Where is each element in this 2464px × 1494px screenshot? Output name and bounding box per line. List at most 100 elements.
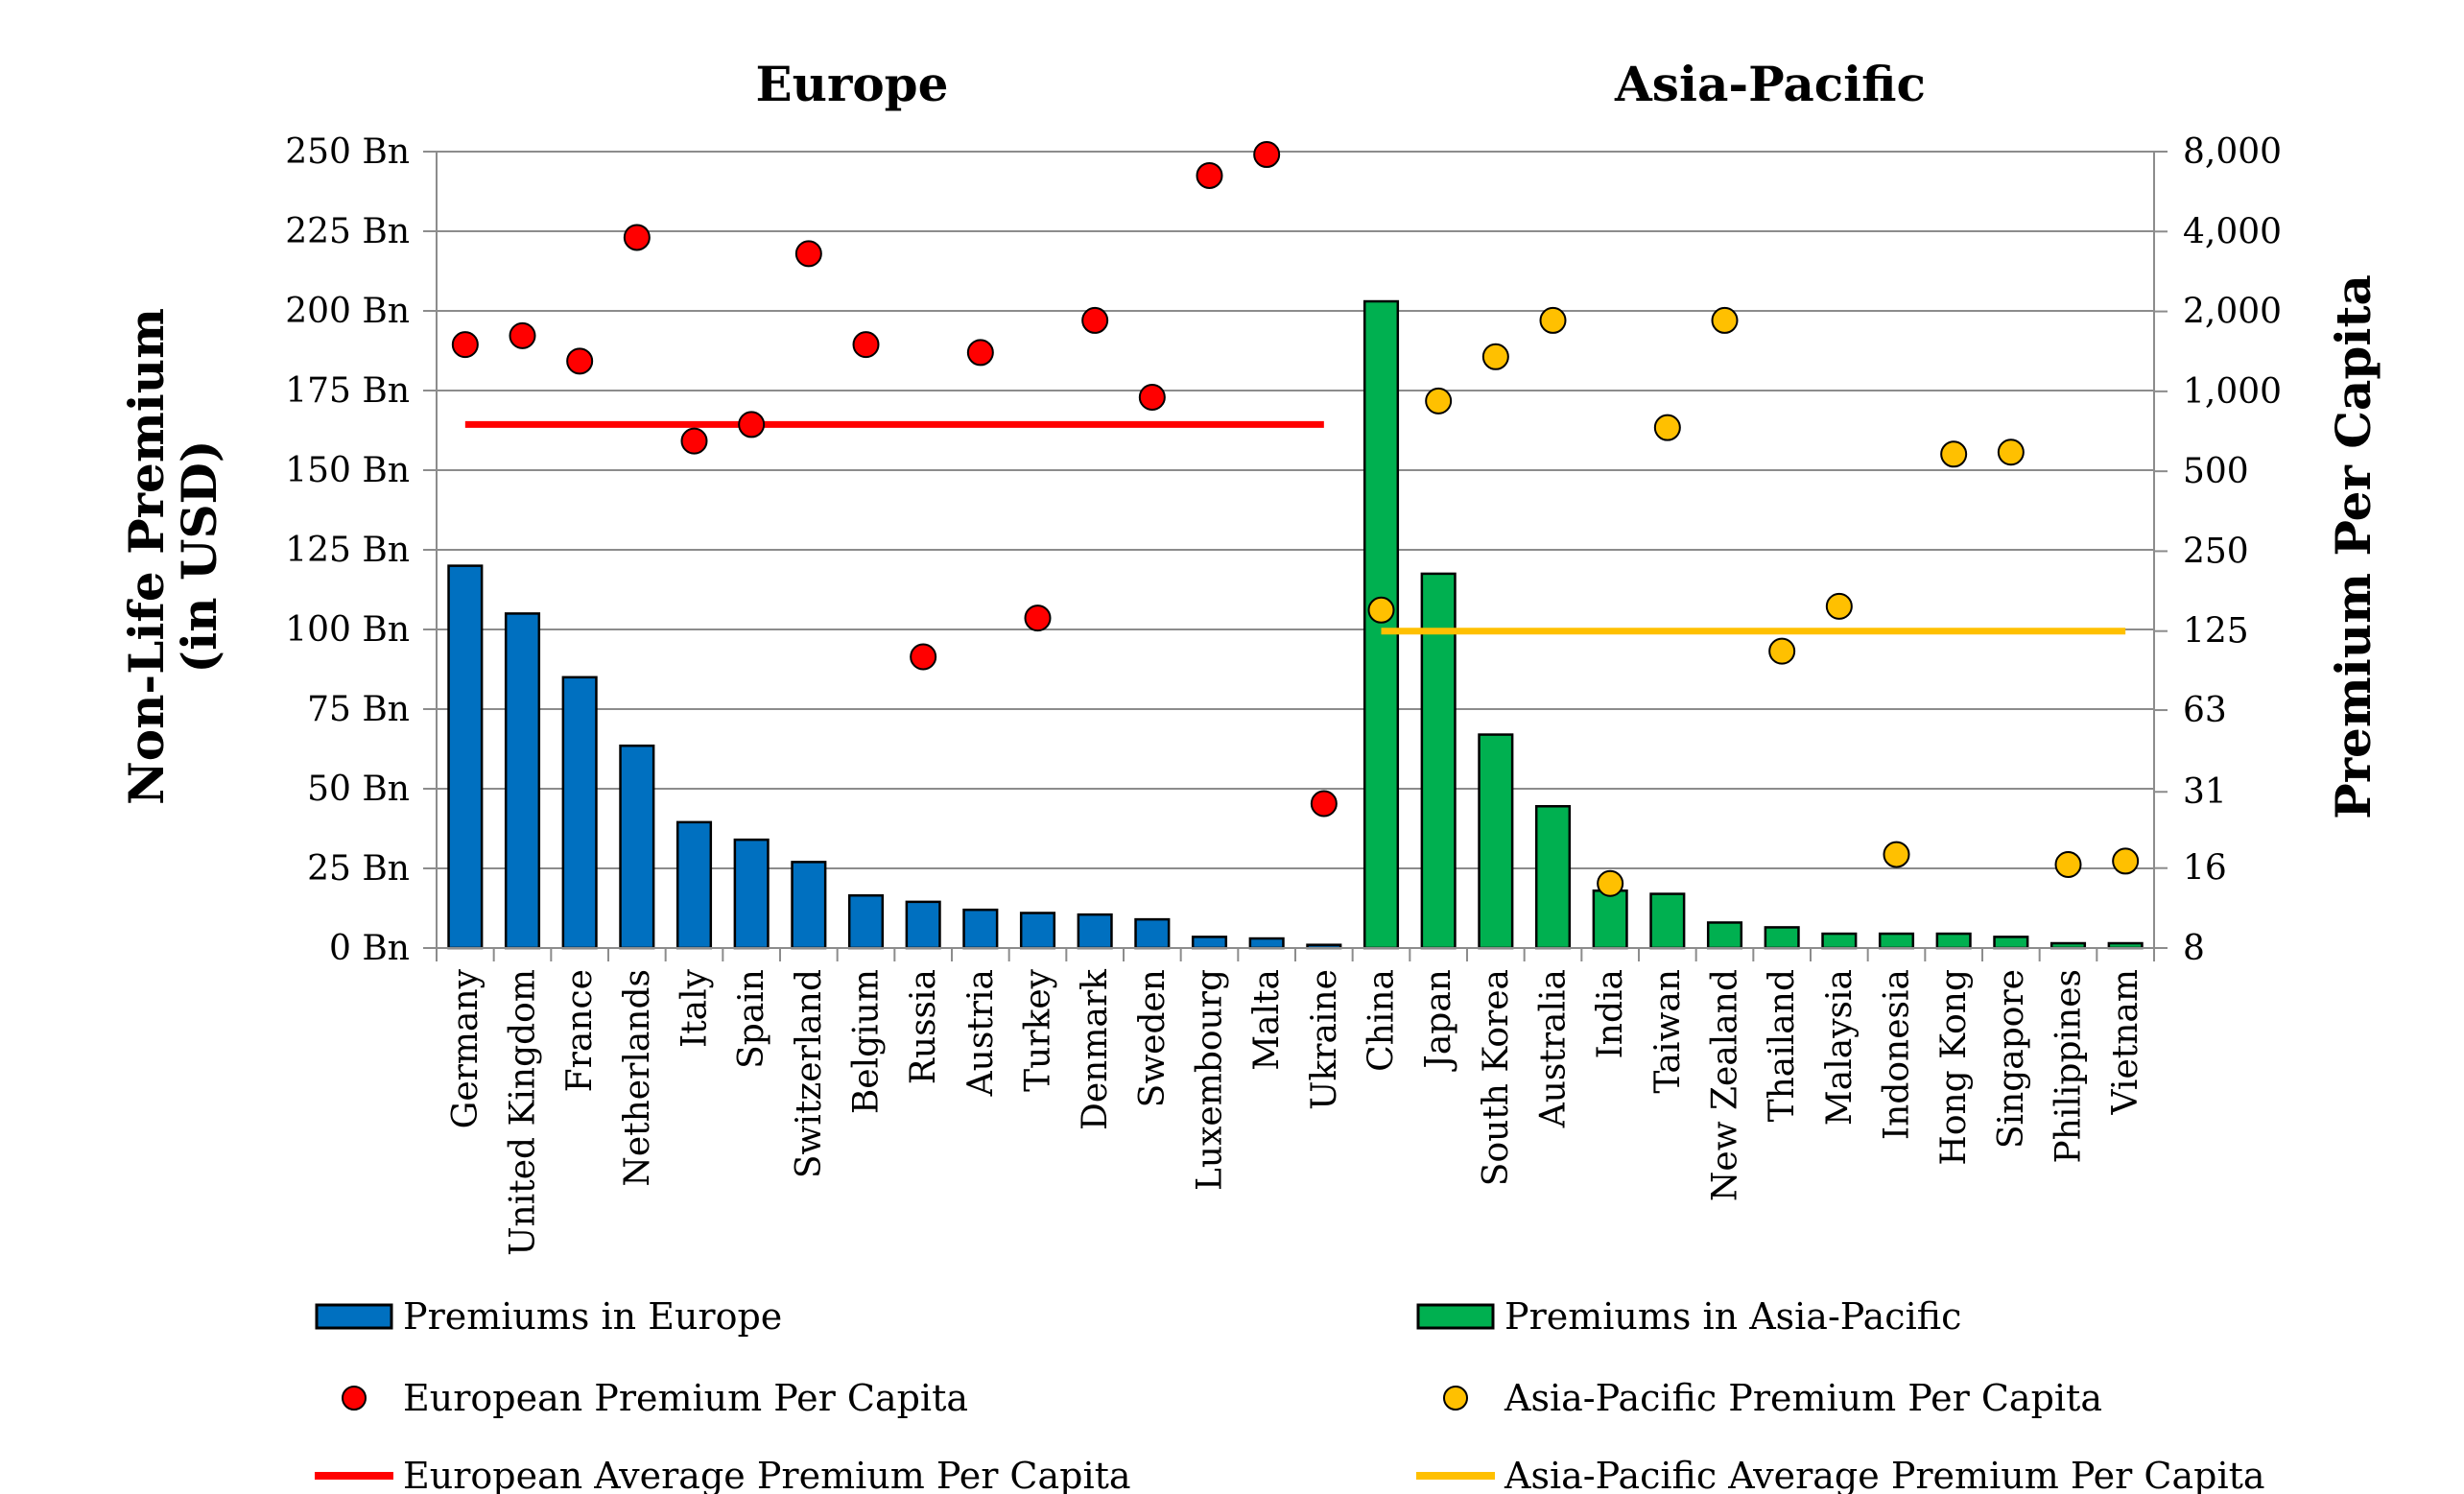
category-label: France — [560, 969, 600, 1092]
dot-philippines — [2054, 851, 2082, 879]
left-tick-label: 25 Bn — [307, 849, 410, 889]
legend-label-europe-dots: European Premium Per Capita — [403, 1377, 968, 1419]
category-label: Germany — [446, 968, 486, 1128]
category-label: Philippines — [2049, 969, 2089, 1164]
legend-swatch-asia-dots — [1443, 1386, 1468, 1411]
category-label: Australia — [1534, 969, 1574, 1128]
bar-australia — [1534, 805, 1572, 950]
bar-russia — [905, 900, 941, 950]
category-label: Denmark — [1076, 968, 1115, 1130]
category-label: Malta — [1247, 969, 1287, 1071]
category-label: Luxembourg — [1191, 969, 1230, 1191]
dot-germany — [451, 331, 479, 359]
category-label: Japan — [1419, 969, 1458, 1073]
dot-denmark — [1081, 306, 1109, 334]
right-tick-label: 4,000 — [2183, 212, 2282, 251]
dot-malaysia — [1825, 592, 1853, 620]
bar-singapore — [1993, 936, 2029, 950]
legend-swatch-asia-bars — [1416, 1303, 1495, 1330]
dot-singapore — [1997, 439, 2025, 466]
dot-france — [566, 347, 594, 375]
right-axis-ticks: 8 16 31 63 125 250 500 1,000 2,000 4,000 8,000 — [2154, 132, 2282, 968]
right-tick-label: 16 — [2183, 849, 2227, 889]
category-label: United Kingdom — [504, 969, 543, 1256]
left-tick-label: 150 Bn — [285, 451, 410, 490]
category-label: Austria — [961, 969, 1001, 1097]
right-tick-label: 1,000 — [2183, 372, 2282, 412]
bar-new-zealand — [1706, 921, 1743, 950]
dot-japan — [1425, 387, 1453, 415]
average-lines — [464, 420, 2126, 635]
left-tick-label: 125 Bn — [285, 531, 410, 570]
bar-malta — [1248, 937, 1285, 950]
right-axis-title: Premium Per Capita — [2325, 274, 2381, 819]
bar-hong-kong — [1935, 932, 1972, 950]
right-tick-label: 500 — [2183, 452, 2249, 491]
left-tick-label: 250 Bn — [285, 132, 410, 172]
category-label: India — [1591, 969, 1630, 1058]
dot-ukraine — [1310, 790, 1338, 818]
bar-china — [1362, 299, 1400, 950]
dot-new-zealand — [1711, 306, 1739, 334]
right-tick-label: 8 — [2183, 929, 2205, 968]
legend-swatch-europe-bars — [315, 1303, 393, 1330]
legend: Premiums in Europe Premiums in Asia-Paci… — [315, 1295, 2265, 1494]
right-tick-label: 250 — [2183, 532, 2249, 571]
bar-united-kingdom — [504, 612, 541, 950]
dot-spain — [738, 411, 766, 439]
dot-china — [1367, 596, 1395, 624]
legend-label-asia-bars: Premiums in Asia-Pacific — [1504, 1295, 1961, 1338]
dot-switzerland — [794, 240, 822, 268]
legend-label-asia-dots: Asia-Pacific Premium Per Capita — [1504, 1377, 2102, 1419]
bar-switzerland — [791, 861, 827, 950]
legend-label-asia-avg: Asia-Pacific Average Premium Per Capita — [1504, 1455, 2265, 1494]
category-label: Hong Kong — [1934, 969, 1974, 1166]
bar-netherlands — [619, 744, 655, 950]
bar-japan — [1420, 572, 1457, 950]
left-axis-ticks: 0 Bn 25 Bn 50 Bn 75 Bn 100 Bn 125 Bn 150 Bn 175… — [285, 132, 437, 968]
category-label: Russia — [904, 969, 943, 1084]
left-tick-label: 75 Bn — [307, 690, 410, 729]
bar-italy — [675, 820, 713, 950]
category-label: Belgium — [847, 969, 887, 1114]
dot-hong-kong — [1940, 440, 1968, 468]
category-label: Taiwan — [1648, 969, 1688, 1094]
dot-sweden — [1138, 384, 1166, 412]
bar-malaysia — [1821, 932, 1858, 950]
per-capita-dots — [451, 141, 2140, 897]
bar-germany — [447, 564, 484, 950]
left-axis-title-line1: Non-Life Premium — [118, 308, 175, 805]
dot-netherlands — [623, 224, 651, 251]
category-label: Italy — [675, 968, 715, 1048]
category-label: Switzerland — [790, 969, 829, 1178]
group-title-asia-pacific: Asia-Pacific — [1614, 56, 1926, 112]
category-label: Ukraine — [1305, 969, 1344, 1110]
bar-luxembourg — [1191, 936, 1228, 950]
gridlines — [437, 151, 2154, 869]
left-tick-label: 0 Bn — [329, 929, 410, 968]
bar-sweden — [1134, 917, 1171, 950]
category-label: Vietnam — [2106, 969, 2145, 1115]
category-label: South Korea — [1477, 969, 1516, 1186]
category-label: Indonesia — [1878, 969, 1917, 1140]
legend-swatch-europe-dots — [342, 1386, 367, 1411]
group-title-europe: Europe — [756, 56, 949, 112]
dot-vietnam — [2112, 847, 2140, 875]
category-label: Sweden — [1133, 969, 1173, 1107]
bar-belgium — [847, 893, 885, 950]
category-label: Turkey — [1019, 968, 1058, 1092]
dot-australia — [1539, 306, 1567, 334]
category-label: Singapore — [1992, 969, 2031, 1149]
dot-thailand — [1768, 637, 1796, 665]
left-tick-label: 200 Bn — [285, 292, 410, 331]
bar-taiwan — [1649, 892, 1686, 950]
category-label: China — [1362, 969, 1402, 1072]
dot-indonesia — [1883, 841, 1910, 868]
category-labels: Germany United Kingdom France Netherlands It… — [436, 948, 2155, 1256]
left-tick-label: 175 Bn — [285, 371, 410, 411]
bar-indonesia — [1878, 932, 1915, 950]
bar-denmark — [1077, 913, 1113, 950]
dot-taiwan — [1653, 414, 1681, 441]
bar-austria — [962, 908, 999, 950]
